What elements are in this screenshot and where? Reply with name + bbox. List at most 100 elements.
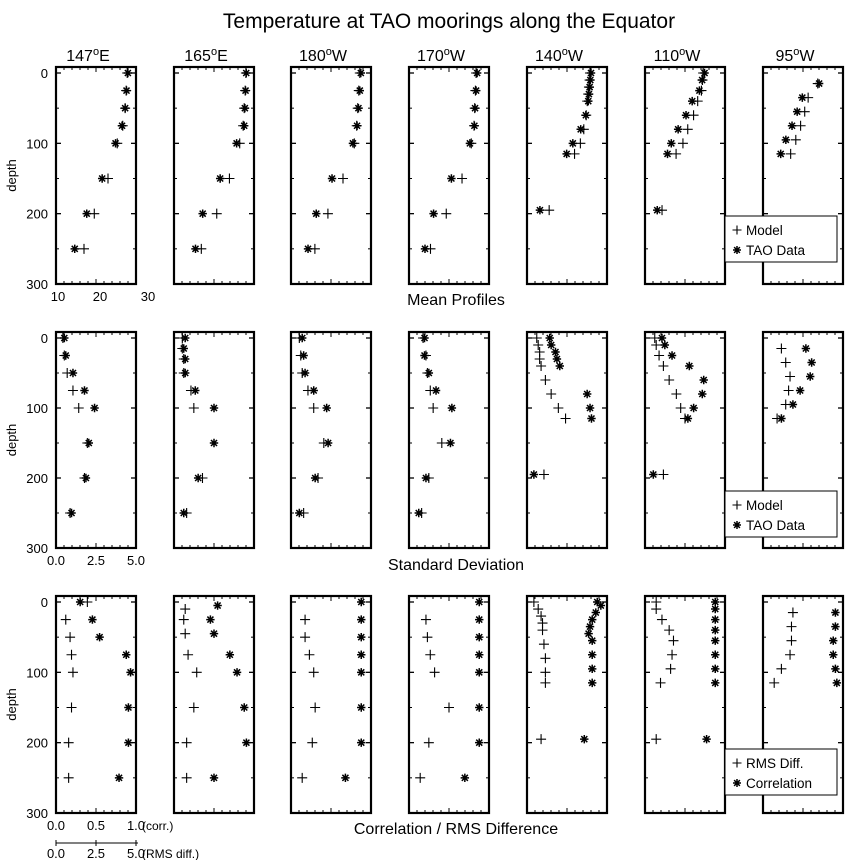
degree-mark: o [211, 46, 217, 58]
data-point [181, 333, 190, 343]
model-point [89, 208, 100, 219]
data-point [475, 650, 484, 659]
panel-title: Correlation / RMS Difference [354, 821, 558, 838]
model-point [338, 173, 348, 184]
model-point [536, 734, 547, 745]
model-point [300, 614, 311, 625]
model-point [688, 110, 699, 121]
column-unit: W [685, 48, 701, 65]
data-point [239, 121, 249, 130]
legend-star-marker [733, 521, 741, 529]
data-point [673, 125, 683, 134]
x-tick-label: 1.0 [127, 818, 145, 833]
data-point [323, 438, 333, 448]
model-point [531, 333, 542, 343]
model-point [428, 403, 439, 413]
data-point [80, 386, 89, 395]
data-point [357, 632, 366, 642]
subplot-1-5 [643, 330, 727, 550]
degree-mark: o [679, 46, 685, 58]
model-point [540, 677, 551, 688]
data-point [777, 414, 786, 423]
data-point [711, 650, 720, 659]
data-point [68, 368, 78, 378]
y-tick-label: 300 [26, 806, 48, 821]
subplot-frame [172, 65, 256, 286]
data-point [711, 604, 720, 614]
data-point [795, 386, 805, 395]
data-point [470, 121, 479, 130]
y-tick-label: 0 [41, 66, 48, 81]
x-tick-label: 5.0 [127, 553, 145, 568]
column-unit: E [217, 48, 228, 65]
data-point [657, 333, 667, 343]
legend-star-marker [733, 246, 741, 254]
model-point [769, 677, 780, 688]
model-point [63, 772, 74, 783]
model-point [63, 737, 74, 748]
legend-label-a: Model [746, 498, 783, 513]
data-point [529, 470, 539, 479]
data-point [357, 738, 366, 747]
data-point [711, 625, 720, 635]
data-point [660, 340, 670, 350]
data-point [225, 650, 235, 659]
subplot-frame [54, 594, 138, 815]
legend-label-a: Model [746, 223, 783, 238]
subplot-0-1 [172, 65, 256, 286]
column-unit: W [799, 48, 815, 65]
data-point [814, 79, 824, 88]
panel-2: depth 0 100 200 300 Correlation / RMS Differe… [4, 594, 845, 860]
data-point [124, 703, 133, 712]
y-tick-label: 300 [26, 541, 48, 556]
x-tick-label: 0.5 [87, 818, 105, 833]
x-tick-label: 30 [141, 289, 155, 304]
data-point [88, 615, 97, 624]
legend-2: RMS Diff. Correlation [724, 748, 838, 796]
column-unit: W [568, 48, 584, 65]
data-point [111, 139, 120, 148]
degree-mark: o [793, 46, 799, 58]
data-point [117, 121, 127, 130]
corr-axis-label: (corr.) [142, 819, 173, 833]
column-unit: E [99, 48, 110, 65]
model-point [183, 649, 194, 660]
subplot-1-1 [172, 330, 256, 550]
model-point [786, 621, 797, 632]
y-tick-label: 100 [26, 665, 48, 680]
data-point [352, 121, 362, 130]
model-point [211, 208, 222, 219]
model-point [790, 134, 801, 145]
model-point [181, 737, 192, 748]
data-point [114, 773, 124, 783]
subplot-0-0 [54, 65, 138, 286]
panel-1: depth 0 100 200 300 Standard Deviation 0.0 2.5 5… [4, 330, 845, 574]
panel-title: Mean Profiles [407, 292, 505, 309]
model-point [188, 403, 199, 413]
data-point [832, 678, 842, 688]
model-point [60, 614, 71, 625]
data-point [95, 632, 104, 642]
data-point [587, 414, 596, 423]
data-point [695, 86, 704, 95]
model-point [546, 389, 557, 399]
model-point [422, 632, 433, 643]
data-point [591, 608, 600, 617]
model-point [79, 243, 89, 254]
model-point [322, 208, 333, 219]
data-point [209, 403, 219, 413]
model-point [67, 667, 78, 678]
model-point [654, 350, 665, 361]
x-tick-label: 0.0 [47, 818, 65, 833]
subplot-0-4 [525, 65, 609, 286]
data-point [831, 608, 840, 617]
data-point [357, 615, 366, 624]
column-header-3: 170oW [417, 46, 466, 65]
y-tick-label: 100 [26, 136, 48, 151]
data-point [181, 368, 190, 378]
model-point [178, 614, 189, 625]
data-point [81, 473, 91, 483]
subplot-0-5 [643, 65, 727, 286]
data-point [593, 597, 602, 607]
